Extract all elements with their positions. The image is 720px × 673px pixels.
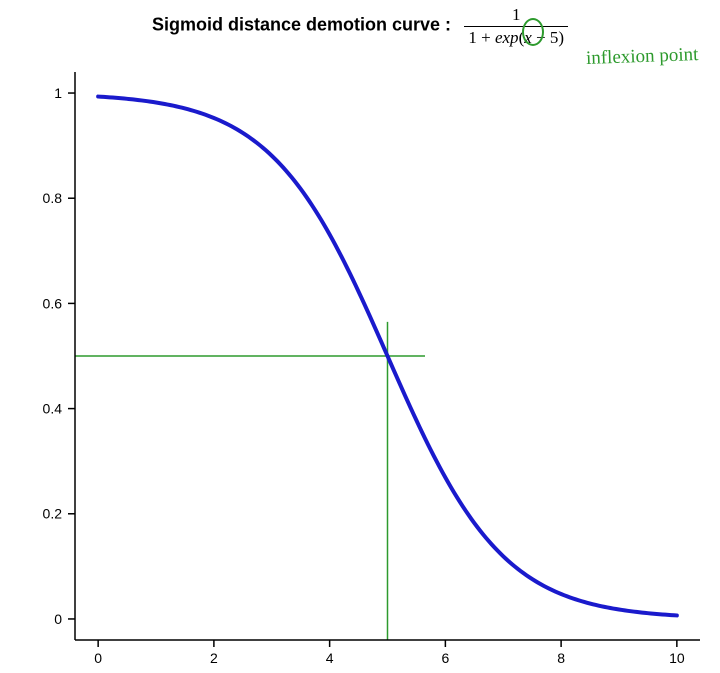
x-tick-label: 0	[94, 650, 102, 666]
y-tick-label: 0	[54, 611, 62, 627]
x-tick-label: 6	[441, 650, 449, 666]
x-tick-label: 10	[669, 650, 685, 666]
x-tick-label: 8	[557, 650, 565, 666]
y-tick-label: 0.8	[43, 190, 63, 206]
x-tick-label: 4	[326, 650, 334, 666]
y-tick-label: 1	[54, 85, 62, 101]
sigmoid-chart: 0 2 4 6 8 10 0 0.2 0.4 0.6 0.8 1	[0, 0, 720, 673]
x-tick-label: 2	[210, 650, 218, 666]
y-tick-label: 0.6	[43, 295, 63, 311]
y-tick-label: 0.2	[43, 506, 63, 522]
y-tick-label: 0.4	[43, 400, 63, 416]
